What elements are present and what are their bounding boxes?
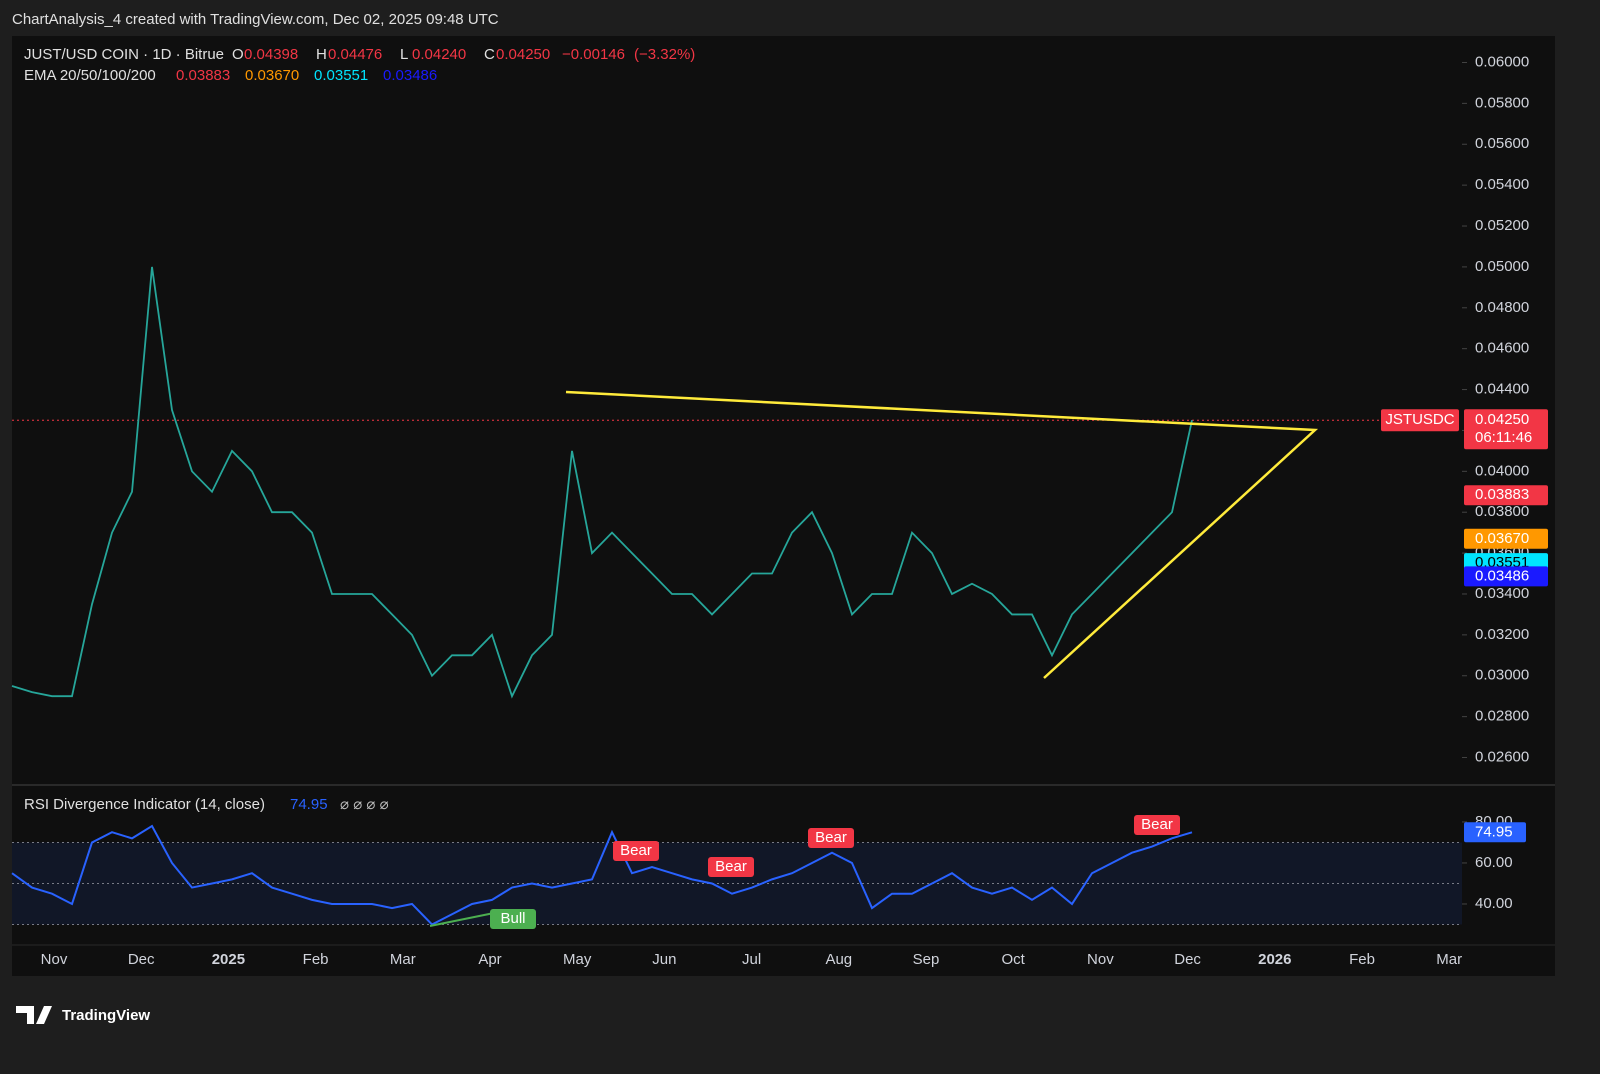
signal-label: Bull [500, 910, 525, 927]
y-tick-label: 0.05400 [1475, 176, 1529, 193]
signal-badge [808, 828, 854, 848]
rsi-badge-label: 74.95 [1475, 823, 1513, 840]
y-tick-label: 0.03800 [1475, 503, 1529, 520]
x-tick-label: Apr [478, 951, 501, 968]
ohlc-key: H [316, 46, 327, 63]
chart-panel [12, 36, 1555, 976]
change-pct: (−3.32%) [634, 46, 695, 63]
x-tick-label: May [563, 951, 592, 968]
symbol-title: JUST/USD COIN · 1D · Bitrue [24, 46, 224, 63]
y-tick-label: 0.03200 [1475, 626, 1529, 643]
y-tick-label: 0.05000 [1475, 258, 1529, 275]
signal-label: Bear [620, 842, 652, 859]
price-badge [1464, 409, 1548, 450]
y-tick-label: 0.03000 [1475, 667, 1529, 684]
x-tick-label: Nov [1087, 951, 1114, 968]
ohlc-value: 0.04250 [496, 46, 550, 63]
ema-title: EMA 20/50/100/200 [24, 67, 156, 84]
ema-badge [1464, 528, 1548, 549]
ohlc-value: 0.04240 [412, 46, 466, 63]
logo-mark [16, 1006, 52, 1024]
y-tick-label: 0.04400 [1475, 381, 1529, 398]
x-tick-label: Feb [1349, 951, 1375, 968]
price-label: 0.04250 [1475, 411, 1529, 428]
countdown: 06:11:46 [1475, 429, 1532, 446]
signal-label: Bear [715, 858, 747, 875]
ema-badge-label: 0.03670 [1475, 530, 1529, 547]
ohlc-key: L [400, 46, 408, 63]
x-tick-label: Mar [390, 951, 416, 968]
x-tick-label: 2025 [212, 951, 245, 968]
x-tick-label: Aug [825, 951, 852, 968]
x-tick-label: Feb [303, 951, 329, 968]
x-tick-label: 2026 [1258, 951, 1291, 968]
y-tick-label: 0.05600 [1475, 135, 1529, 152]
y-tick-label: 0.04800 [1475, 299, 1529, 316]
rsi-tick-label: 60.00 [1475, 854, 1513, 871]
signal-label: Bear [815, 829, 847, 846]
x-tick-label: Jun [652, 951, 676, 968]
ema-badge [1464, 485, 1548, 506]
y-tick-label: 0.03400 [1475, 585, 1529, 602]
divergence-line [429, 912, 495, 927]
y-tick-label: 0.02800 [1475, 708, 1529, 725]
rsi-tick-label: 40.00 [1475, 895, 1513, 912]
y-tick-label: 0.02600 [1475, 748, 1529, 765]
rsi-line [11, 824, 1193, 926]
x-tick-label: Dec [128, 951, 155, 968]
ohlc-legend: O 0.04398 H 0.04476 L 0.04240 C 0.04250 −0.00146… [232, 46, 695, 63]
ohlc-value: 0.04476 [328, 46, 382, 63]
y-tick-label: 0.05200 [1475, 217, 1529, 234]
signal-badge [490, 909, 536, 929]
y-tick-label: 0.05800 [1475, 94, 1529, 111]
rsi-flags: ⌀ ⌀ ⌀ ⌀ [340, 796, 389, 813]
ema-value: 0.03670 [245, 67, 299, 84]
ema-badge-label: 0.03883 [1475, 486, 1529, 503]
ema-value: 0.03551 [314, 67, 368, 84]
plot: 0.02600 0.02800 0.03000 0.03200 0.03400 0.036… [11, 53, 1548, 968]
rsi-current: 74.95 [290, 796, 328, 813]
ema-badge [1464, 566, 1548, 587]
triangle-drawing [565, 390, 1319, 679]
brand: TradingView [62, 1007, 150, 1024]
price-name-badge [1381, 409, 1459, 432]
x-tick-label: Mar [1436, 951, 1462, 968]
x-tick-label: Sep [913, 951, 940, 968]
x-tick-label: Jul [742, 951, 761, 968]
brand-logo: TradingView [16, 1006, 150, 1024]
caption: ChartAnalysis_4 created with TradingView… [12, 11, 499, 28]
signal-badge [708, 857, 754, 877]
ohlc-key: O [232, 46, 244, 63]
price-name: JSTUSDC [1385, 411, 1454, 428]
price-line-series [11, 266, 1193, 699]
rsi-badge [1464, 822, 1526, 843]
ema-legend: 0.03883 0.03670 0.03551 0.03486 [176, 67, 437, 84]
y-tick-label: 0.04000 [1475, 462, 1529, 479]
x-tick-label: Oct [1002, 951, 1026, 968]
y-tick-label: 0.04600 [1475, 340, 1529, 357]
signal-label: Bear [1141, 816, 1173, 833]
ohlc-key: C [484, 46, 495, 63]
ema-value: 0.03486 [383, 67, 437, 84]
ohlc-value: 0.04398 [244, 46, 298, 63]
y-tick-label: 0.06000 [1475, 53, 1529, 70]
signal-badge [613, 841, 659, 861]
change: −0.00146 [562, 46, 625, 63]
ema-value: 0.03883 [176, 67, 230, 84]
rsi-title: RSI Divergence Indicator (14, close) [24, 796, 265, 813]
x-tick-label: Dec [1174, 951, 1201, 968]
x-tick-label: Nov [41, 951, 68, 968]
signal-badge [1134, 815, 1180, 835]
ema-badge-label: 0.03486 [1475, 567, 1529, 584]
